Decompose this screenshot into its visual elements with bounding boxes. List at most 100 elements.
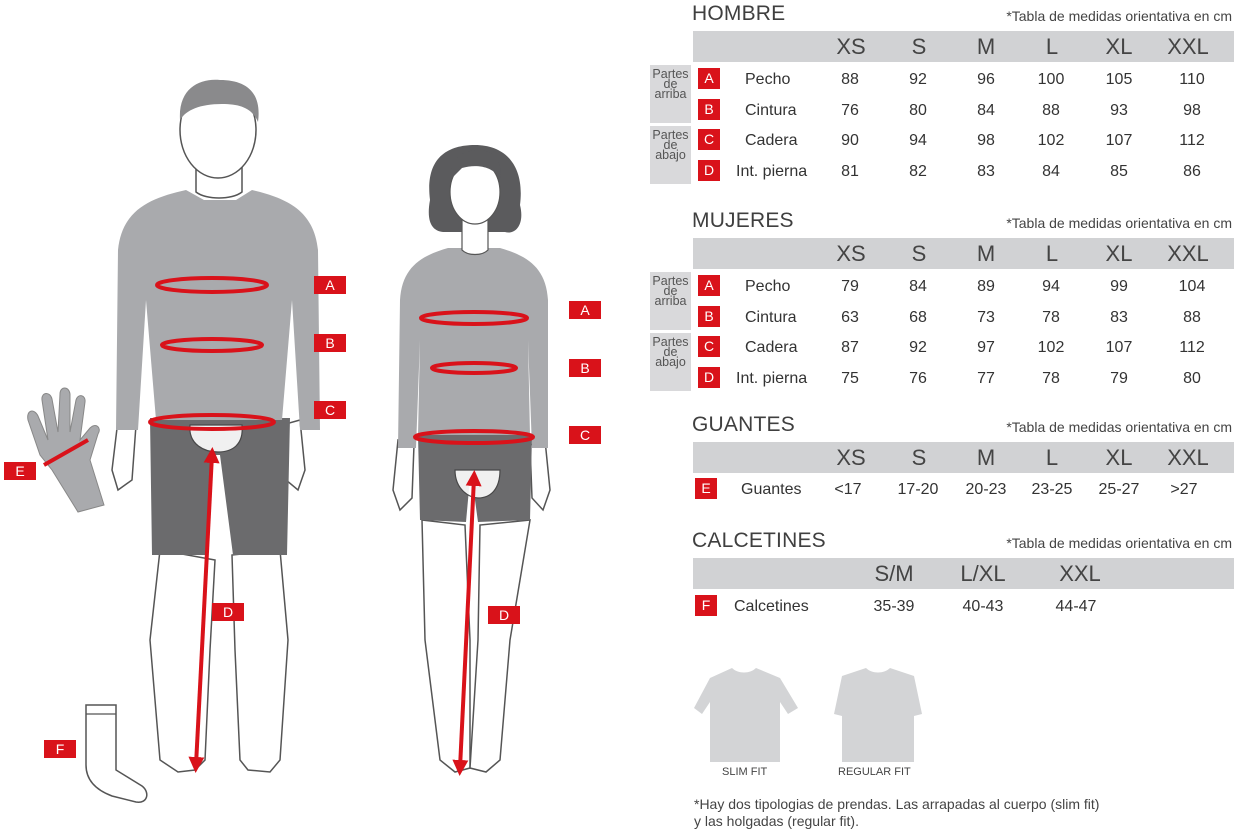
mujeres-size-xs: XS	[836, 241, 866, 266]
hombre-cell: 102	[1037, 132, 1065, 149]
guantes-section: GUANTES *Tabla de medidas orientativa en…	[650, 413, 1234, 503]
hombre-size-xxl: XXL	[1167, 34, 1209, 59]
sock-icon	[85, 704, 148, 803]
slim-fit-label: SLIM FIT	[722, 766, 768, 778]
mujeres-row-label-cintura: Cintura	[745, 309, 797, 326]
mujeres-letter-b: B	[698, 306, 720, 327]
mujeres-cell: 79	[1110, 370, 1128, 387]
calcetines-size-header	[693, 558, 1234, 589]
slim-fit-jersey-icon	[694, 668, 798, 762]
mujeres-cell: 68	[909, 309, 927, 326]
calcetines-letter-f: F	[695, 595, 717, 616]
hombre-cell: 112	[1179, 132, 1205, 149]
calcetines-note: *Tabla de medidas orientativa en cm	[1006, 535, 1232, 551]
hombre-cell: 110	[1179, 71, 1205, 88]
calcetines-size-xxl: XXL	[1059, 561, 1101, 586]
mujeres-row-label-pierna: Int. pierna	[736, 370, 808, 387]
hombre-cell: 107	[1105, 132, 1133, 149]
mujeres-cell: 99	[1110, 278, 1128, 295]
hombre-cell: 93	[1110, 102, 1128, 119]
guantes-size-xxl: XXL	[1167, 445, 1209, 470]
hombre-letter-b: B	[698, 99, 720, 120]
guantes-cell: 23-25	[1031, 481, 1073, 498]
hombre-size-l: L	[1045, 34, 1059, 59]
man-tag-a: A	[314, 276, 346, 294]
guantes-cell: 20-23	[965, 481, 1007, 498]
guantes-size-l: L	[1045, 445, 1059, 470]
glove-tag-e: E	[4, 462, 36, 480]
guantes-cell: <17	[834, 481, 862, 498]
hombre-row-label-pecho: Pecho	[745, 71, 791, 88]
guantes-cell: >27	[1170, 481, 1198, 498]
mujeres-letter-a: A	[698, 275, 720, 296]
mujeres-cell: 78	[1042, 370, 1060, 387]
mujeres-letter-d: D	[698, 367, 720, 388]
hombre-group-lower-label: Partes de abajo	[652, 128, 689, 162]
mujeres-cell: 94	[1042, 278, 1060, 295]
mujeres-group-lower-label: Partes de abajo	[652, 335, 689, 369]
hombre-title: HOMBRE	[692, 2, 786, 25]
hombre-row-label-pierna: Int. pierna	[736, 163, 808, 180]
fit-icons	[694, 668, 922, 762]
calcetines-cell: 40-43	[962, 598, 1004, 615]
woman-tag-d: D	[488, 606, 520, 624]
regular-fit-jersey-icon	[834, 668, 922, 762]
woman-figure-icon	[392, 145, 551, 776]
hombre-cell: 86	[1183, 163, 1201, 180]
mujeres-cell: 83	[1110, 309, 1128, 326]
mujeres-cell: 87	[841, 339, 859, 356]
calcetines-cell: 35-39	[873, 598, 915, 615]
guantes-row-label: Guantes	[741, 481, 802, 498]
mujeres-cell: 112	[1179, 339, 1205, 356]
hombre-row-label-cadera: Cadera	[745, 132, 798, 149]
man-figure-icon	[111, 79, 320, 773]
hombre-cell: 88	[1042, 102, 1060, 119]
guantes-size-xs: XS	[836, 445, 866, 470]
mujeres-size-s: S	[911, 241, 927, 266]
mujeres-section: MUJERES *Tabla de medidas orientativa en…	[650, 209, 1234, 394]
guantes-cell: 25-27	[1098, 481, 1140, 498]
mujeres-cell: 79	[841, 278, 859, 295]
hombre-section: HOMBRE *Tabla de medidas orientativa en …	[650, 2, 1234, 187]
mujeres-cell: 84	[909, 278, 927, 295]
man-tag-b: B	[314, 334, 346, 352]
calcetines-size-lxl: L/XL	[960, 561, 1006, 586]
hombre-cell: 90	[841, 132, 859, 149]
hombre-cell: 84	[1042, 163, 1060, 180]
hombre-note: *Tabla de medidas orientativa en cm	[1006, 8, 1232, 24]
woman-tag-c: C	[569, 426, 601, 444]
mujeres-cell: 88	[1183, 309, 1201, 326]
mujeres-cell: 97	[977, 339, 995, 356]
mujeres-group-upper-label: Partes de arriba	[652, 274, 689, 308]
mujeres-cell: 77	[977, 370, 995, 387]
man-tag-d: D	[212, 603, 244, 621]
hombre-letter-d: D	[698, 160, 720, 181]
hombre-cell: 96	[977, 71, 995, 88]
hombre-size-m: M	[976, 34, 996, 59]
body-measurement-illustration	[27, 79, 551, 803]
woman-tag-a: A	[569, 301, 601, 319]
mujeres-cell: 104	[1178, 278, 1206, 295]
mujeres-cell: 107	[1105, 339, 1133, 356]
hombre-cell: 76	[841, 102, 859, 119]
guantes-size-header	[693, 442, 1234, 473]
mujeres-cell: 63	[841, 309, 859, 326]
calcetines-row-label: Calcetines	[734, 598, 809, 615]
hombre-cell: 85	[1110, 163, 1128, 180]
hombre-cell: 94	[909, 132, 927, 149]
mujeres-size-header	[693, 238, 1234, 269]
calcetines-section: CALCETINES *Tabla de medidas orientativa…	[650, 529, 1234, 619]
hombre-size-s: S	[911, 34, 927, 59]
hombre-letter-a: A	[698, 68, 720, 89]
hombre-cell: 92	[909, 71, 927, 88]
guantes-size-s: S	[911, 445, 927, 470]
hombre-cell: 84	[977, 102, 995, 119]
sock-tag-f: F	[44, 740, 76, 758]
footnote-line-1: *Hay dos tipologias de prendas. Las arra…	[694, 796, 1100, 812]
man-tag-c: C	[314, 401, 346, 419]
mujeres-cell: 73	[977, 309, 995, 326]
mujeres-size-xl: XL	[1105, 241, 1133, 266]
calcetines-title: CALCETINES	[692, 529, 826, 552]
hombre-cell: 82	[909, 163, 927, 180]
mujeres-size-xxl: XXL	[1167, 241, 1209, 266]
